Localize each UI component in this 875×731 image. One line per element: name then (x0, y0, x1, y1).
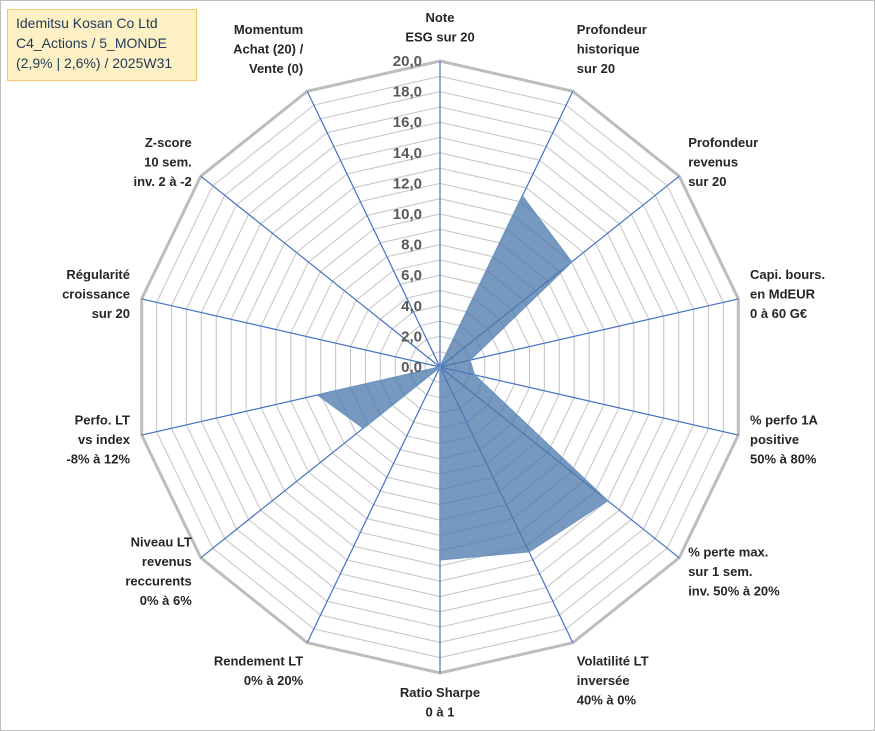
category-label: Note ESG sur 20 (405, 10, 474, 45)
category-label-line: 40% à 0% (577, 692, 637, 707)
category-label-line: vs index (78, 432, 131, 447)
category-label: Momentum Achat (20) / Vente (0) (233, 22, 303, 76)
category-label-line: 0% à 6% (140, 593, 192, 608)
tick-label: 6,0 (401, 267, 422, 284)
category-label-line: Z-score (145, 135, 192, 150)
category-label-line: 10 sem. (144, 155, 192, 170)
tick-label: 14,0 (393, 145, 422, 162)
category-label-line: sur 20 (688, 174, 726, 189)
category-label-line: inversée (577, 673, 630, 688)
category-label-line: en MdEUR (750, 286, 816, 301)
category-label-line: inv. 50% à 20% (688, 583, 780, 598)
title-line-1: Idemitsu Kosan Co Ltd (16, 15, 158, 31)
category-label-line: Profondeur (688, 135, 758, 150)
category-label: Volatilité LT inversée 40% à 0% (577, 653, 649, 707)
category-label-line: reccurents (125, 574, 191, 589)
category-label: Z-score 10 sem. inv. 2 à -2 (134, 135, 192, 189)
data-point (439, 559, 441, 561)
category-label-line: sur 20 (92, 306, 130, 321)
category-label-line: 0 à 1 (426, 705, 455, 720)
axis-spoke (439, 366, 739, 436)
category-label: Perfo. LT vs index -8% à 12% (66, 413, 130, 467)
tick-label: 4,0 (401, 298, 422, 315)
series-layer (315, 194, 609, 561)
category-label: Profondeur revenus sur 20 (688, 135, 758, 189)
data-point (570, 261, 573, 263)
category-label-line: -8% à 12% (66, 452, 130, 467)
tick-label: 0,0 (401, 359, 422, 376)
category-label-line: positive (750, 432, 799, 447)
category-label-line: Volatilité LT (577, 653, 649, 668)
category-label-line: revenus (688, 155, 738, 170)
category-label: Rendement LT 0% à 20% (214, 653, 304, 688)
category-label: Capi. bours. en MdEUR 0 à 60 G€ (750, 267, 825, 321)
data-point (469, 359, 471, 362)
title-line-3: (2,9% | 2,6%) / 2025W31 (16, 55, 173, 71)
category-label: % perte max. sur 1 sem. inv. 50% à 20% (688, 544, 780, 598)
category-label-line: revenus (142, 554, 192, 569)
category-label: Profondeur historique sur 20 (577, 22, 647, 76)
axis-spoke (306, 91, 441, 368)
category-label-line: % perte max. (688, 544, 768, 559)
category-label-line: inv. 2 à -2 (134, 174, 192, 189)
category-label-layer: Note ESG sur 20 Profondeur historique sur 20… (62, 10, 825, 720)
category-label-line: Profondeur (577, 22, 647, 37)
category-label-line: Rendement LT (214, 653, 303, 668)
data-point (528, 550, 530, 553)
data-point (606, 499, 609, 502)
category-label-line: 50% à 80% (750, 452, 817, 467)
category-label-line: croissance (62, 286, 130, 301)
category-label-line: Niveau LT (131, 535, 192, 550)
tick-label: 16,0 (393, 114, 422, 131)
category-label-line: 0% à 20% (244, 673, 304, 688)
category-label-line: ESG sur 20 (405, 30, 474, 45)
category-label: % perfo 1A positive 50% à 80% (750, 413, 819, 467)
category-label-line: 0 à 60 G€ (750, 306, 807, 321)
axis-spoke (141, 298, 441, 368)
category-label-line: Momentum (234, 22, 303, 37)
category-label: Niveau LT revenus reccurents 0% à 6% (125, 535, 192, 609)
category-label-line: Ratio Sharpe (400, 685, 480, 700)
tick-label: 18,0 (393, 84, 422, 101)
tick-label: 20,0 (393, 53, 422, 70)
title-line-2: C4_Actions / 5_MONDE (16, 35, 167, 51)
data-point (362, 427, 365, 429)
category-label-line: Régularité (66, 267, 130, 282)
category-label-line: sur 1 sem. (688, 564, 752, 579)
category-label-line: Achat (20) / (233, 42, 303, 57)
tick-label: 12,0 (393, 175, 422, 192)
data-point (316, 394, 319, 396)
data-point (473, 374, 476, 376)
category-label-line: Perfo. LT (75, 413, 130, 428)
tick-label: 2,0 (401, 328, 422, 345)
tick-label: 8,0 (401, 237, 422, 254)
tick-layer: 0,0 2,0 4,0 6,0 8,0 10,0 12,0 14,0 16,0 18,0 20,0 (393, 53, 422, 376)
data-point (521, 195, 524, 197)
category-label-line: % perfo 1A (750, 413, 819, 428)
category-label: Ratio Sharpe 0 à 1 (400, 685, 480, 720)
data-point (439, 366, 441, 368)
category-label-line: Vente (0) (249, 61, 303, 76)
axis-spoke (439, 298, 739, 368)
category-label-line: sur 20 (577, 61, 615, 76)
category-label: Régularité croissance sur 20 (62, 267, 130, 321)
series-area (315, 194, 609, 561)
category-label-line: Capi. bours. (750, 267, 825, 282)
axis-spoke (306, 366, 441, 643)
axis-spoke (200, 175, 441, 368)
tick-label: 10,0 (393, 206, 422, 223)
category-label-line: Note (426, 10, 455, 25)
category-label-line: historique (577, 42, 640, 57)
chart-title-box: Idemitsu Kosan Co Ltd C4_Actions / 5_MON… (7, 9, 197, 81)
